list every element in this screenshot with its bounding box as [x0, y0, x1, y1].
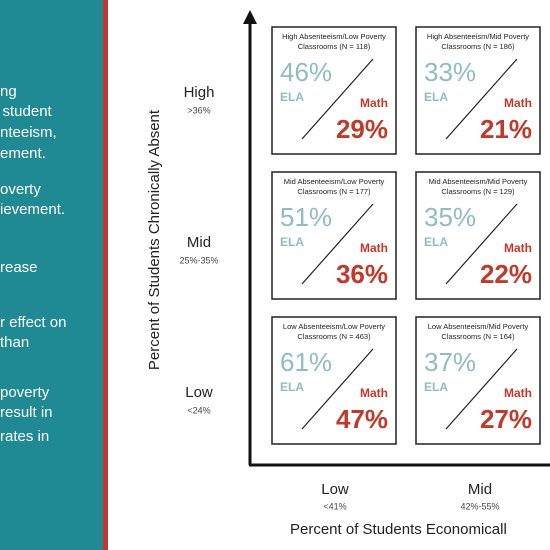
side-text-line: nteeism, — [0, 124, 57, 141]
side-panel — [0, 0, 103, 550]
side-text-line: r effect on — [0, 314, 66, 331]
cell-title: Classrooms (N = 186) — [441, 42, 515, 51]
cell-diagonal — [301, 58, 374, 140]
math-value: 21% — [480, 114, 532, 144]
cell-box — [271, 171, 397, 300]
side-text-line: ement. — [0, 145, 46, 162]
ela-value: 33% — [424, 57, 476, 87]
ela-label: ELA — [424, 90, 448, 104]
side-text-line: g student — [0, 103, 53, 120]
math-label: Math — [504, 96, 532, 110]
row-label: Low — [185, 384, 213, 401]
column-label: Mid — [468, 481, 492, 498]
side-text-line: ng — [0, 83, 17, 100]
column-label: Low — [321, 481, 349, 498]
math-label: Math — [360, 241, 388, 255]
math-label: Math — [504, 241, 532, 255]
ela-value: 46% — [280, 57, 332, 87]
cell-diagonal — [301, 203, 374, 285]
cell-box — [271, 26, 397, 155]
row-label: High — [184, 84, 215, 101]
ela-label: ELA — [424, 380, 448, 394]
ela-label: ELA — [280, 380, 304, 394]
math-value: 36% — [336, 259, 388, 289]
math-value: 29% — [336, 114, 388, 144]
side-text-line: overty — [0, 181, 41, 198]
cell-diagonal — [301, 348, 374, 430]
cell-box — [415, 171, 541, 300]
ela-label: ELA — [280, 90, 304, 104]
row-range: <24% — [187, 405, 210, 415]
cell-title: Classrooms (N = 164) — [441, 332, 515, 341]
cell-title: High Absenteeism/Mid Poverty — [427, 32, 529, 41]
row-range: 25%-35% — [179, 255, 218, 265]
math-value: 22% — [480, 259, 532, 289]
side-text-line: rease — [0, 259, 38, 276]
math-value: 27% — [480, 404, 532, 434]
side-text-line: than — [0, 334, 29, 351]
ela-value: 37% — [424, 347, 476, 377]
math-label: Math — [360, 386, 388, 400]
ela-label: ELA — [280, 235, 304, 249]
cell-title: Classrooms (N = 129) — [441, 187, 515, 196]
cell-diagonal — [445, 348, 518, 430]
cell-title: High Absenteeism/Low Poverty — [282, 32, 386, 41]
ela-value: 35% — [424, 202, 476, 232]
cell-title: Classrooms (N = 463) — [297, 332, 371, 341]
ela-value: 51% — [280, 202, 332, 232]
cell-diagonal — [445, 203, 518, 285]
side-text-line: result in — [0, 404, 53, 421]
row-label: Mid — [187, 234, 211, 251]
x-axis-title: Percent of Students Economicall — [290, 521, 507, 538]
ela-label: ELA — [424, 235, 448, 249]
side-text-line: ievement. — [0, 201, 65, 218]
y-axis-arrow — [243, 10, 257, 24]
cell-title: Low Absenteeism/Mid Poverty — [428, 322, 529, 331]
column-range: <41% — [323, 501, 346, 511]
cell-title: Classrooms (N = 118) — [298, 42, 371, 51]
cell-title: Classrooms (N = 177) — [297, 187, 371, 196]
side-stripe — [103, 0, 108, 550]
math-value: 47% — [336, 404, 388, 434]
cell-diagonal — [445, 58, 518, 140]
math-label: Math — [504, 386, 532, 400]
cell-title: Low Absenteeism/Low Poverty — [283, 322, 385, 331]
side-text-line: poverty — [0, 384, 50, 401]
cell-box — [271, 316, 397, 445]
ela-value: 61% — [280, 347, 332, 377]
column-range: 42%-55% — [460, 501, 499, 511]
side-text-line: rates in — [0, 428, 49, 445]
row-range: >36% — [187, 105, 210, 115]
cell-title: Mid Absenteeism/Low Poverty — [284, 177, 385, 186]
cell-box — [415, 316, 541, 445]
math-label: Math — [360, 96, 388, 110]
cell-box — [415, 26, 541, 155]
y-axis-title: Percent of Students Chronically Absent — [146, 109, 163, 370]
cell-title: Mid Absenteeism/Mid Poverty — [429, 177, 528, 186]
